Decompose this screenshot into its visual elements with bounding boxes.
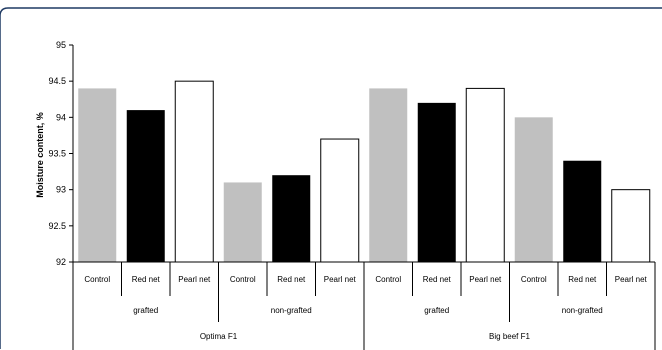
x-tick-label: Red net [132, 275, 161, 284]
x-tick-label: Control [84, 275, 110, 284]
bar [223, 182, 262, 262]
x-tick-label: Red net [277, 275, 306, 284]
bars-group [78, 80, 651, 263]
y-tick-label: 94 [56, 112, 66, 122]
x-tick-label: Control [375, 275, 401, 284]
x-tick-label: Pearl net [178, 275, 211, 284]
bar [611, 189, 651, 263]
bar [465, 87, 505, 263]
x-tick-label: Control [230, 275, 256, 284]
y-tick-label: 93 [56, 185, 66, 195]
bar [272, 175, 311, 262]
y-tick-label: 93.5 [48, 149, 66, 159]
x-group-label: non-grafted [562, 306, 603, 315]
x-tick-label: Pearl net [469, 275, 502, 284]
x-group-label: grafted [133, 306, 158, 315]
bar [320, 138, 360, 263]
y-tick-label: 92.5 [48, 221, 66, 231]
bar [174, 80, 214, 263]
y-tick-label: 94.5 [48, 76, 66, 86]
x-tick-label: Pearl net [615, 275, 648, 284]
y-tick-label: 92 [56, 257, 66, 267]
x-tick-label: Pearl net [324, 275, 357, 284]
x-group-label: grafted [424, 306, 449, 315]
bar [417, 102, 456, 262]
bar [78, 88, 117, 263]
bar [369, 88, 408, 263]
x-tick-label: Red net [568, 275, 597, 284]
x-tick-label: Red net [423, 275, 452, 284]
x-axis: Control Red net Pearl net Control Red net Pea… [72, 261, 656, 350]
bar [514, 117, 553, 262]
bar [126, 110, 165, 262]
bar [563, 160, 602, 262]
x-supergroup-label: Optima F1 [200, 332, 238, 341]
frame-border [0, 7, 662, 349]
y-axis-label: Moisture content, % [35, 112, 45, 198]
x-tick-label: Control [521, 275, 547, 284]
x-group-label: non-grafted [271, 306, 312, 315]
y-axis: 92 92.5 93 93.5 94 94.5 95 [48, 40, 74, 267]
x-supergroup-label: Big beef F1 [489, 332, 530, 341]
y-tick-label: 95 [56, 40, 66, 50]
